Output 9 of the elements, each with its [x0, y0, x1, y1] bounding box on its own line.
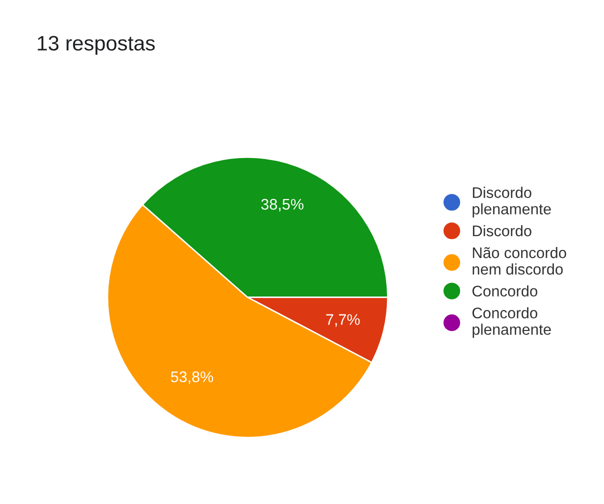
legend-label: Discordo plenamente: [472, 186, 551, 218]
data-label: 53,8%: [170, 371, 214, 384]
data-label: 38,5%: [261, 198, 304, 212]
legend-label: Concordo: [472, 285, 538, 297]
legend-label: Discordo: [472, 225, 532, 236]
legend-label: Concordo plenamente: [472, 307, 551, 338]
data-label: 7,7%: [326, 314, 360, 327]
chart-title: 13 respostas: [38, 36, 155, 55]
legend-label: Não concordo nem discordo: [472, 246, 566, 275]
